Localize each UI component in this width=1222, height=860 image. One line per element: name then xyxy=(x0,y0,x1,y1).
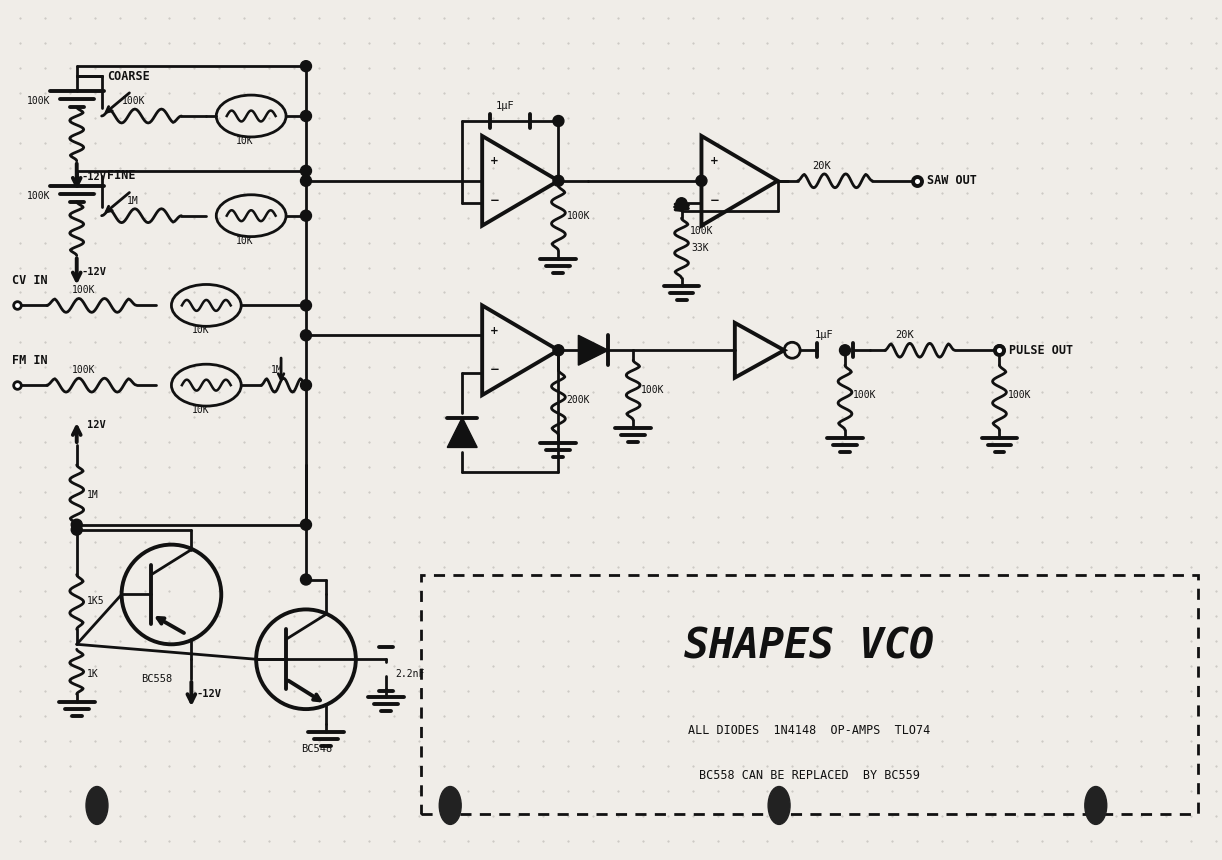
Polygon shape xyxy=(578,335,609,366)
Ellipse shape xyxy=(439,787,461,825)
Text: 100K: 100K xyxy=(27,96,50,106)
Text: 100K: 100K xyxy=(853,390,876,400)
Text: ALL DIODES  1N4148  OP-AMPS  TLO74: ALL DIODES 1N4148 OP-AMPS TLO74 xyxy=(688,723,930,736)
Text: 33K: 33K xyxy=(692,243,709,253)
Text: BC548: BC548 xyxy=(301,744,332,754)
Text: 10K: 10K xyxy=(236,236,254,246)
Circle shape xyxy=(301,574,312,585)
Text: 20K: 20K xyxy=(895,330,914,341)
Text: 1M: 1M xyxy=(127,196,138,206)
Circle shape xyxy=(993,345,1004,356)
Circle shape xyxy=(71,519,82,530)
Circle shape xyxy=(301,519,312,530)
Circle shape xyxy=(552,175,563,187)
Text: 100K: 100K xyxy=(72,366,95,375)
Text: -12V: -12V xyxy=(197,689,221,699)
Circle shape xyxy=(552,345,563,356)
Ellipse shape xyxy=(1085,787,1107,825)
Text: COARSE: COARSE xyxy=(106,70,149,83)
Circle shape xyxy=(301,300,312,310)
Text: 10K: 10K xyxy=(192,325,209,335)
Text: 12V: 12V xyxy=(87,420,105,430)
Text: +: + xyxy=(490,156,499,166)
Text: 100K: 100K xyxy=(566,211,590,221)
Text: 100K: 100K xyxy=(121,96,145,106)
Text: BC558 CAN BE REPLACED  BY BC559: BC558 CAN BE REPLACED BY BC559 xyxy=(699,769,920,782)
Circle shape xyxy=(301,330,312,341)
Ellipse shape xyxy=(769,787,791,825)
Text: 2.2nF: 2.2nF xyxy=(396,669,425,679)
Circle shape xyxy=(552,115,563,126)
Text: PULSE OUT: PULSE OUT xyxy=(1009,344,1074,357)
Text: 100K: 100K xyxy=(689,225,712,236)
Text: −: − xyxy=(490,194,500,207)
Ellipse shape xyxy=(86,787,108,825)
Circle shape xyxy=(71,525,82,535)
Circle shape xyxy=(301,111,312,121)
Text: 100K: 100K xyxy=(642,385,665,395)
Text: −: − xyxy=(490,364,500,377)
Text: 1M: 1M xyxy=(271,366,282,375)
Text: -12V: -12V xyxy=(82,172,106,181)
Text: 1K5: 1K5 xyxy=(87,597,104,606)
Text: CV IN: CV IN xyxy=(12,274,48,287)
Text: 10K: 10K xyxy=(192,405,209,415)
Circle shape xyxy=(301,210,312,221)
Text: 1μF: 1μF xyxy=(815,330,833,341)
Circle shape xyxy=(301,61,312,71)
Text: 100K: 100K xyxy=(27,191,50,200)
Circle shape xyxy=(301,175,312,187)
Circle shape xyxy=(301,379,312,390)
Text: +: + xyxy=(490,326,499,335)
Circle shape xyxy=(676,198,687,209)
Circle shape xyxy=(840,345,851,356)
Text: FINE: FINE xyxy=(106,169,136,182)
Text: 200K: 200K xyxy=(566,395,590,405)
Text: 10K: 10K xyxy=(236,136,254,146)
Text: 1K: 1K xyxy=(87,669,99,679)
Text: 1M: 1M xyxy=(87,490,99,500)
Text: SHAPES VCO: SHAPES VCO xyxy=(684,625,935,667)
Text: 20K: 20K xyxy=(813,161,831,171)
Text: FM IN: FM IN xyxy=(12,353,48,366)
Text: +: + xyxy=(710,156,719,166)
Circle shape xyxy=(301,165,312,176)
Text: BC558: BC558 xyxy=(142,674,172,685)
Text: -12V: -12V xyxy=(82,267,106,277)
Text: −: − xyxy=(710,194,720,207)
Text: 100K: 100K xyxy=(72,286,95,296)
Polygon shape xyxy=(447,418,477,447)
Text: 100K: 100K xyxy=(1007,390,1031,400)
Text: SAW OUT: SAW OUT xyxy=(927,175,978,187)
Text: 1μF: 1μF xyxy=(495,101,514,111)
Circle shape xyxy=(697,175,708,187)
